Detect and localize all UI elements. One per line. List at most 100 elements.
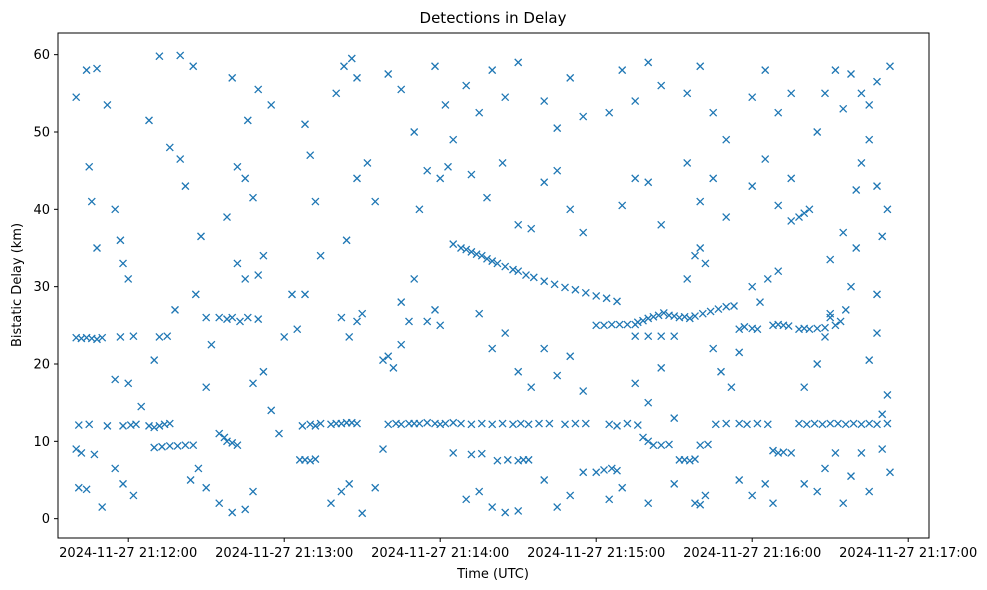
data-point [90, 450, 99, 459]
data-point [581, 419, 590, 428]
data-point [186, 476, 195, 484]
data-point [514, 58, 523, 67]
data-point [259, 367, 268, 376]
x-tick-label: 2024-11-27 21:12:00 [59, 546, 197, 561]
y-tick-label: 40 [33, 203, 50, 218]
y-tick-label: 0 [42, 512, 50, 527]
data-point [763, 274, 772, 283]
data-point [311, 197, 320, 206]
data-point [735, 476, 744, 484]
data-point [831, 66, 840, 75]
data-point [600, 465, 608, 474]
data-point [467, 420, 476, 429]
data-point [633, 318, 642, 327]
data-point [605, 108, 614, 117]
data-point [514, 506, 523, 515]
data-point [795, 419, 803, 428]
data-point [553, 124, 562, 133]
data-point [553, 503, 562, 512]
data-point [241, 274, 250, 283]
data-point [857, 448, 866, 457]
data-point [397, 298, 406, 307]
data-point [488, 344, 497, 353]
data-point [826, 419, 835, 428]
data-point [683, 89, 692, 98]
data-point [249, 379, 257, 388]
data-point [878, 232, 887, 241]
data-point [847, 282, 855, 291]
data-point [873, 329, 881, 338]
data-point [709, 344, 718, 353]
data-point [501, 93, 510, 102]
data-point [488, 257, 497, 266]
data-point [878, 445, 887, 454]
data-point [436, 174, 445, 183]
data-point [306, 456, 315, 465]
data-point [571, 419, 580, 428]
data-point [680, 312, 689, 321]
data-point [397, 340, 406, 349]
data-point [813, 360, 822, 368]
data-point [821, 464, 829, 473]
data-point [714, 305, 723, 314]
data-point [670, 332, 679, 341]
data-point [644, 314, 653, 323]
data-point [613, 421, 621, 430]
data-point [649, 312, 658, 321]
data-point [371, 197, 380, 206]
data-point [259, 251, 268, 260]
data-point [189, 441, 198, 450]
data-point [748, 182, 757, 191]
data-point [847, 70, 855, 78]
data-point [340, 62, 348, 71]
data-point [181, 441, 190, 450]
data-point [566, 205, 575, 214]
data-point [503, 455, 512, 464]
data-point [605, 495, 614, 504]
data-point [701, 259, 710, 268]
data-point [857, 158, 866, 167]
data-point [249, 487, 257, 496]
data-point [615, 320, 624, 329]
data-point [441, 419, 450, 428]
data-point [813, 324, 822, 333]
data-point [72, 445, 81, 454]
data-point [774, 267, 783, 276]
data-point [116, 332, 125, 341]
data-point [298, 421, 307, 430]
data-point [444, 162, 452, 171]
data-point [579, 468, 588, 477]
data-point [774, 108, 783, 117]
data-point [85, 420, 94, 429]
data-point [243, 116, 252, 125]
data-point [306, 420, 315, 429]
data-point [72, 93, 81, 102]
data-point [722, 302, 731, 311]
data-point [228, 73, 237, 82]
data-point [483, 193, 491, 202]
data-point [535, 419, 543, 428]
data-point [171, 305, 179, 314]
data-point [670, 414, 679, 423]
data-point [87, 197, 96, 206]
data-point [477, 251, 486, 260]
data-point [345, 332, 354, 341]
data-point [498, 158, 507, 167]
data-point [431, 62, 439, 71]
data-point [202, 483, 211, 492]
data-point [301, 120, 309, 129]
data-point [665, 440, 673, 449]
data-point [449, 448, 458, 457]
data-point [657, 441, 666, 450]
data-point [545, 419, 554, 428]
data-point [467, 170, 476, 179]
data-point [753, 419, 762, 428]
data-point [228, 438, 237, 447]
data-point [514, 267, 523, 276]
data-point [384, 420, 393, 429]
data-point [254, 315, 263, 324]
data-point [657, 220, 666, 229]
data-point [696, 500, 705, 509]
